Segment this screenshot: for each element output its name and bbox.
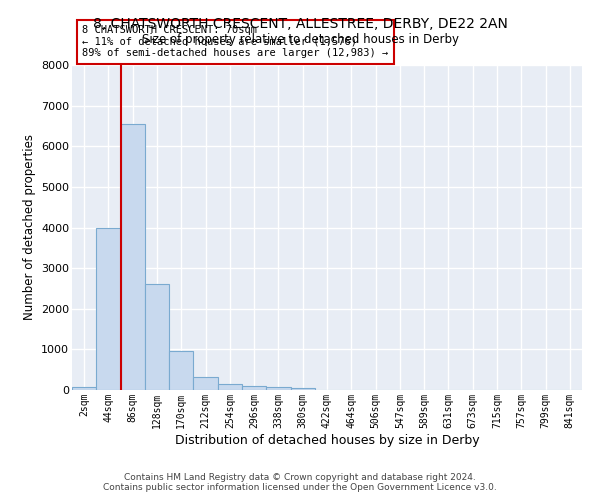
Bar	[266, 387, 290, 390]
Bar	[290, 388, 315, 390]
Bar	[242, 386, 266, 390]
Bar	[96, 228, 121, 390]
Y-axis label: Number of detached properties: Number of detached properties	[23, 134, 35, 320]
Text: Contains public sector information licensed under the Open Government Licence v3: Contains public sector information licen…	[103, 483, 497, 492]
Bar	[218, 384, 242, 390]
Text: Contains HM Land Registry data © Crown copyright and database right 2024.: Contains HM Land Registry data © Crown c…	[124, 473, 476, 482]
X-axis label: Distribution of detached houses by size in Derby: Distribution of detached houses by size …	[175, 434, 479, 446]
Bar	[193, 378, 218, 390]
Text: 8, CHATSWORTH CRESCENT, ALLESTREE, DERBY, DE22 2AN: 8, CHATSWORTH CRESCENT, ALLESTREE, DERBY…	[92, 18, 508, 32]
Bar	[72, 387, 96, 390]
Bar	[145, 284, 169, 390]
Bar	[121, 124, 145, 390]
Text: 8 CHATSWORTH CRESCENT: 70sqm
← 11% of detached houses are smaller (1,576)
89% of: 8 CHATSWORTH CRESCENT: 70sqm ← 11% of de…	[82, 26, 388, 58]
Text: Size of property relative to detached houses in Derby: Size of property relative to detached ho…	[142, 32, 458, 46]
Bar	[169, 351, 193, 390]
